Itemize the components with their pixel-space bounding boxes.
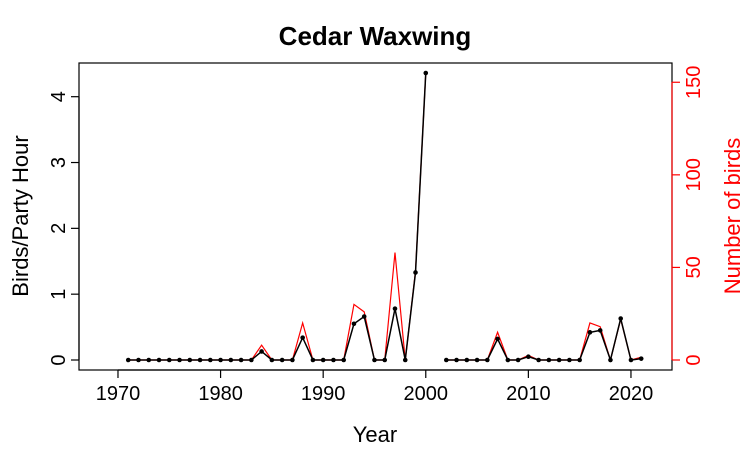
y2-tick-label: 100 [683,158,705,191]
data-point [238,357,244,363]
data-point [166,357,172,363]
data-point [351,321,357,327]
data-point [505,357,511,363]
y-axis-label: Birds/Party Hour [8,135,33,296]
data-point [536,357,541,363]
data-point [290,357,295,363]
y2-tick-label: 50 [683,256,705,278]
series-line-birds-per-party-hour [128,72,642,363]
data-point [228,357,234,363]
data-point [392,306,398,311]
x-tick-label: 1970 [96,383,141,405]
data-point [361,314,367,319]
data-point [413,270,418,275]
chart-title: Cedar Waxwing [279,21,472,51]
data-point [300,335,305,340]
data-point [320,357,326,363]
data-point [341,357,346,363]
data-point [423,70,429,76]
data-point [187,357,193,363]
data-point [259,349,264,354]
x-tick-label: 2000 [404,383,449,405]
x-tick-label: 1980 [198,383,243,405]
data-point [269,357,275,363]
data-point [597,328,603,333]
data-point [454,357,459,363]
data-point [628,357,634,363]
data-point [249,357,254,363]
data-point [638,356,644,361]
data-point [474,357,480,363]
data-point [546,357,552,363]
data-point [372,357,377,363]
data-point [279,357,285,363]
data-point [146,357,152,363]
y-tick-label: 1 [48,289,70,300]
x-tick-label: 2010 [506,383,551,405]
y-tick-label: 2 [48,223,70,234]
series-line-number-of-birds [128,72,642,363]
data-point [136,357,141,363]
y2-axis-label: Number of birds [720,138,745,295]
data-point [125,357,131,363]
data-point [382,357,388,363]
data-point [567,357,572,363]
data-point [331,357,336,363]
data-point [443,357,449,363]
y-tick-label: 3 [48,157,70,168]
data-point [197,357,203,363]
data-point [464,357,470,363]
data-point [515,357,521,363]
data-point [618,316,624,321]
y-axis: 0 1 2 3 4 [48,91,80,366]
plot-box [78,62,673,371]
data-point [577,357,582,363]
data-point [526,354,531,360]
data-point [402,357,408,363]
y2-tick-label: 150 [683,66,705,99]
data-point [156,357,162,363]
y2-axis-right: 0 50 100 150 [671,66,705,366]
x-axis: 1970 1980 1990 2000 2010 2020 [96,369,654,405]
data-point [587,330,593,335]
data-point [608,357,613,363]
data-point [495,336,500,342]
y-tick-label: 0 [48,354,70,365]
data-point [177,357,182,363]
x-tick-label: 1990 [301,383,346,405]
x-tick-label: 2020 [609,383,654,405]
data-point [556,357,562,363]
data-point [218,357,223,363]
data-point [485,357,490,363]
data-point [208,357,213,363]
y2-tick-label: 0 [683,354,705,365]
y-tick-label: 4 [48,91,70,102]
x-axis-label: Year [353,422,397,447]
data-point [310,357,316,363]
series-layer [125,70,644,363]
